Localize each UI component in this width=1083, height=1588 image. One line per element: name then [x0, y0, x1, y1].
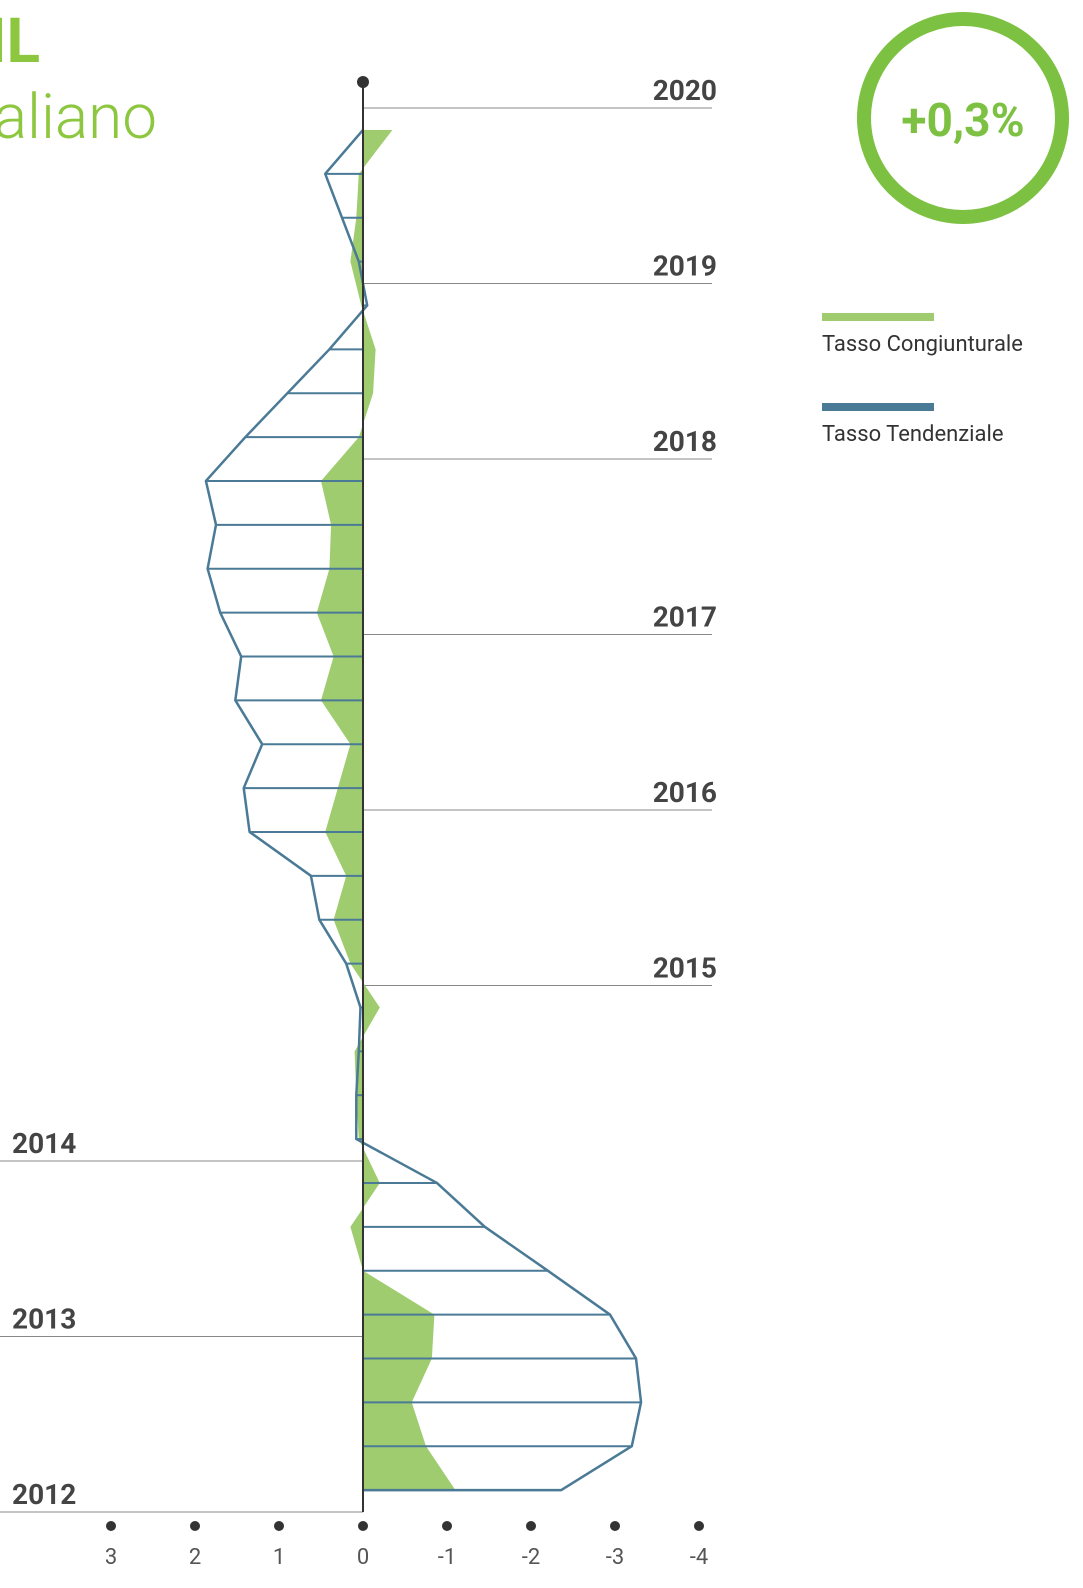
year-label: 2012: [12, 1478, 76, 1511]
legend-swatch: [822, 403, 934, 411]
year-label: 2018: [653, 425, 717, 458]
year-label: 2013: [12, 1303, 76, 1336]
x-tick-label: -3: [606, 1545, 624, 1570]
legend-label: Tasso Tendenziale: [822, 422, 1004, 447]
year-label: 2019: [653, 250, 717, 283]
badge-ring: [857, 12, 1069, 224]
chart-subtitle: italiano: [0, 81, 157, 154]
x-tick-label: 0: [357, 1545, 369, 1570]
x-tick-label: 2: [189, 1545, 201, 1570]
tick-dot: [274, 1521, 284, 1531]
tick-dot: [610, 1521, 620, 1531]
x-tick-label: -2: [522, 1545, 540, 1570]
x-tick-label: 3: [105, 1545, 117, 1570]
tick-dot: [106, 1521, 116, 1531]
x-tick-label: 1: [273, 1545, 285, 1570]
year-label: 2015: [653, 952, 717, 985]
legend-label: Tasso Congiunturale: [822, 332, 1023, 357]
tick-dot: [526, 1521, 536, 1531]
congiunturale-area: [316, 129, 456, 1491]
legend-swatch: [822, 313, 934, 321]
chart-title: PIL: [0, 5, 40, 78]
tendenziale-line: [204, 129, 643, 1492]
year-label: 2016: [653, 776, 717, 809]
year-label: 2014: [12, 1127, 76, 1160]
x-tick-label: -1: [438, 1545, 456, 1570]
tick-dot: [442, 1521, 452, 1531]
x-tick-label: -4: [690, 1545, 708, 1570]
badge: +0,3%: [901, 94, 1024, 148]
tick-dot: [694, 1521, 704, 1531]
axis-top-dot: [357, 76, 369, 88]
year-label: 2020: [653, 74, 717, 107]
year-label: 2017: [653, 601, 717, 634]
tick-dot: [190, 1521, 200, 1531]
tick-dot: [358, 1521, 368, 1531]
